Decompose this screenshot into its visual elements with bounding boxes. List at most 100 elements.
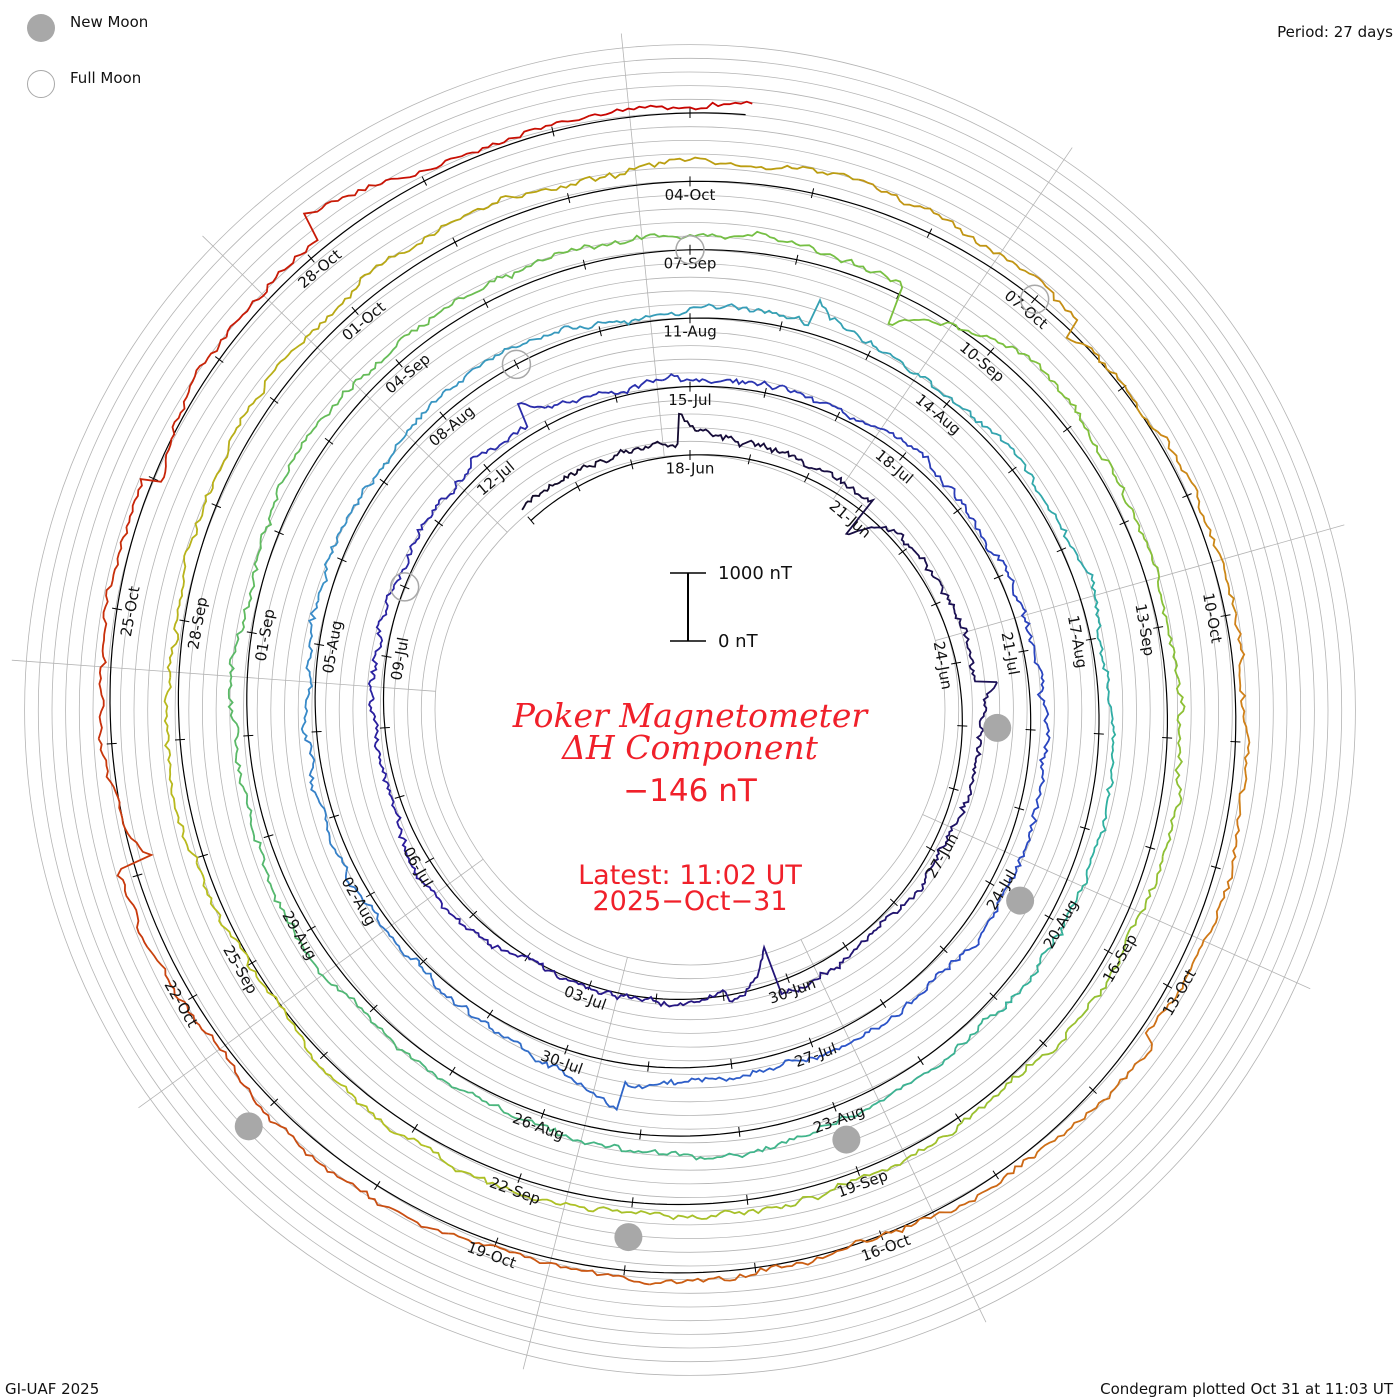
day-tick [1031, 295, 1039, 304]
footer-plotted: Condegram plotted Oct 31 at 11:03 UT [1100, 1380, 1393, 1398]
trace-segment [1028, 639, 1051, 768]
grid-circle [325, 345, 1055, 1075]
day-tick [106, 742, 117, 745]
date-label: 09-Jul [387, 636, 412, 682]
day-tick [567, 193, 571, 204]
grid-circle [37, 57, 1343, 1363]
day-tick [419, 957, 428, 966]
trace-segment [1156, 430, 1238, 615]
trace-segment [241, 470, 290, 632]
grid-circle [270, 290, 1110, 1130]
day-tick [1039, 1039, 1048, 1047]
trace-segment [300, 600, 320, 741]
grid-circle [65, 85, 1315, 1335]
date-label: 16-Oct [859, 1231, 913, 1265]
trace-segment [561, 1134, 722, 1161]
trace-segment [287, 341, 399, 472]
trace-segment [245, 794, 305, 949]
day-tick [369, 1004, 378, 1013]
day-tick [926, 845, 936, 852]
new-moon-key-icon [27, 14, 55, 42]
day-tick [211, 503, 222, 509]
day-tick [174, 738, 186, 741]
day-tick [989, 992, 998, 1001]
trace-segment [269, 1120, 449, 1235]
day-tick [269, 397, 279, 404]
day-tick [379, 726, 390, 729]
day-tick [623, 1265, 626, 1276]
trace-segment [468, 161, 661, 215]
trace-segment [1161, 679, 1186, 857]
day-tick [647, 1061, 650, 1072]
grid-circle [24, 44, 1356, 1376]
grid-radial-line [620, 33, 665, 457]
day-tick [1008, 466, 1017, 474]
trace-segment [368, 698, 397, 811]
day-tick [1062, 425, 1072, 433]
day-tick [1119, 520, 1129, 526]
day-tick [263, 834, 274, 839]
trace-segment [542, 967, 646, 1003]
new-moon-icon [1006, 886, 1035, 915]
day-tick [957, 725, 968, 727]
day-tick [425, 857, 435, 864]
day-tick [855, 1166, 860, 1176]
day-tick [587, 980, 592, 991]
trace-segment [806, 993, 922, 1063]
day-tick [379, 478, 389, 486]
day-tick [112, 607, 123, 611]
day-tick [939, 945, 948, 954]
trace-segment [673, 1058, 808, 1086]
day-tick [730, 1058, 733, 1069]
trace-segment [1013, 449, 1094, 580]
trace-segment [589, 100, 753, 117]
date-label: 26-Aug [510, 1109, 566, 1144]
trace-segment [893, 436, 977, 529]
trace-segment [521, 459, 604, 511]
new-moon-icon [983, 713, 1012, 742]
grid-circle [284, 304, 1096, 1116]
scale-bottom-label: 0 nT [718, 631, 758, 652]
new-moon-icon [614, 1223, 643, 1252]
trace-segment [858, 525, 944, 588]
trace-segment [697, 428, 795, 458]
trace-segment [975, 527, 1033, 642]
grid-radial-line [800, 939, 987, 1323]
new-moon-icon [234, 1112, 263, 1141]
day-tick [527, 516, 535, 525]
day-tick [1162, 736, 1173, 739]
day-tick [785, 973, 790, 984]
trace-segment [1003, 766, 1046, 892]
current-value: −146 nT [623, 773, 757, 809]
chart-title-line2: ΔH Component [562, 728, 818, 767]
date-label: 18-Jun [666, 460, 715, 478]
day-tick [738, 1126, 741, 1137]
day-tick [943, 399, 951, 409]
trace-segment [997, 882, 1088, 1013]
grid-circle [420, 440, 960, 980]
day-tick [926, 228, 933, 238]
day-tick [434, 519, 444, 527]
day-tick [1085, 637, 1096, 641]
day-tick [1093, 733, 1104, 735]
day-tick [865, 350, 871, 361]
day-tick [1056, 547, 1067, 553]
footer-credit: GI-UAF 2025 [5, 1380, 100, 1398]
grid-circle [379, 399, 1001, 1021]
date-label: 28-Oct [295, 246, 346, 293]
trace-segment [377, 366, 477, 474]
day-tick [483, 298, 489, 308]
day-tick [898, 548, 907, 556]
trace-segment [780, 1134, 949, 1210]
day-tick [1025, 729, 1036, 731]
trace-segment [720, 1104, 874, 1159]
day-tick [486, 1009, 494, 1019]
day-tick [449, 1066, 456, 1076]
day-tick [1079, 826, 1090, 831]
trace-segment [163, 677, 199, 863]
trace-segment [598, 1205, 782, 1221]
day-tick [1088, 1086, 1097, 1094]
grid-radial-line [922, 814, 1311, 990]
day-tick [1145, 845, 1156, 850]
